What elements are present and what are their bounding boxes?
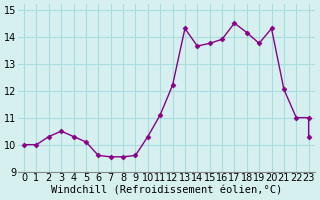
X-axis label: Windchill (Refroidissement éolien,°C): Windchill (Refroidissement éolien,°C) xyxy=(51,186,282,196)
